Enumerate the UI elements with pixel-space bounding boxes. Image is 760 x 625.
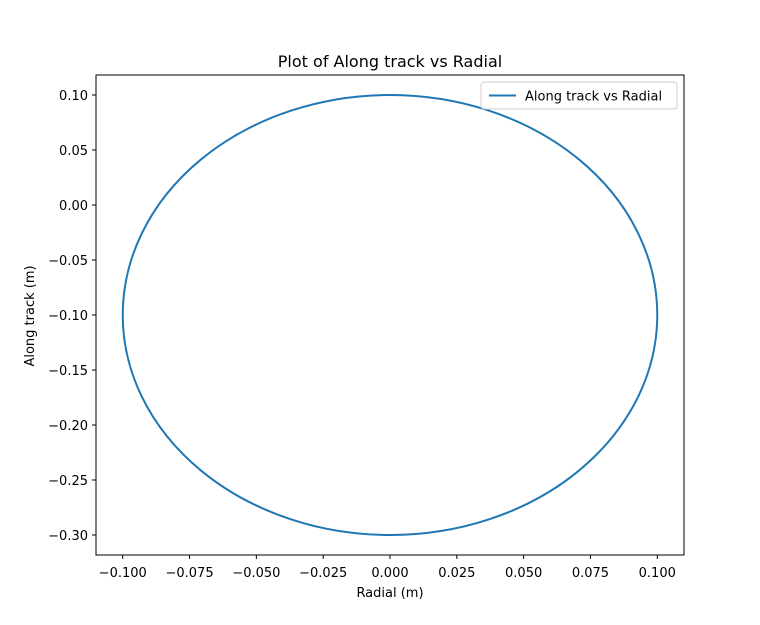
series-line-0 (121, 94, 659, 536)
x-axis-label: Radial (m) (356, 586, 423, 601)
y-tick-label: −0.10 (48, 309, 88, 324)
y-tick-label: −0.15 (48, 364, 88, 379)
y-tick-label: −0.20 (48, 419, 88, 434)
x-tick-label: 0.000 (371, 566, 408, 581)
x-tick-label: −0.050 (232, 566, 280, 581)
x-axis: −0.100 −0.075 −0.050 −0.025 0.000 0.025 0.050 0… (99, 555, 676, 581)
legend: Along track vs Radial (480, 81, 678, 110)
y-axis-label: Along track (m) (23, 265, 38, 366)
y-tick-label: −0.30 (48, 529, 88, 544)
y-axis: 0.10 0.05 0.00 −0.05 −0.10 −0.15 −0.20 −0.25 −0.… (48, 89, 96, 544)
y-tick-label: 0.10 (59, 89, 88, 104)
x-tick-label: −0.075 (165, 566, 213, 581)
x-tick-label: 0.075 (572, 566, 609, 581)
x-tick-label: 0.025 (438, 566, 475, 581)
y-tick-label: 0.00 (59, 199, 88, 214)
x-tick-label: −0.025 (299, 566, 347, 581)
y-tick-label: −0.05 (48, 254, 88, 269)
plot-area (121, 94, 659, 536)
chart-title: Plot of Along track vs Radial (278, 52, 502, 71)
y-tick-label: −0.25 (48, 474, 88, 489)
x-tick-label: 0.050 (505, 566, 542, 581)
legend-label: Along track vs Radial (525, 90, 662, 105)
x-tick-label: 0.100 (639, 566, 676, 581)
x-tick-label: −0.100 (99, 566, 147, 581)
legend-box (480, 81, 678, 110)
y-tick-label: 0.05 (59, 144, 88, 159)
